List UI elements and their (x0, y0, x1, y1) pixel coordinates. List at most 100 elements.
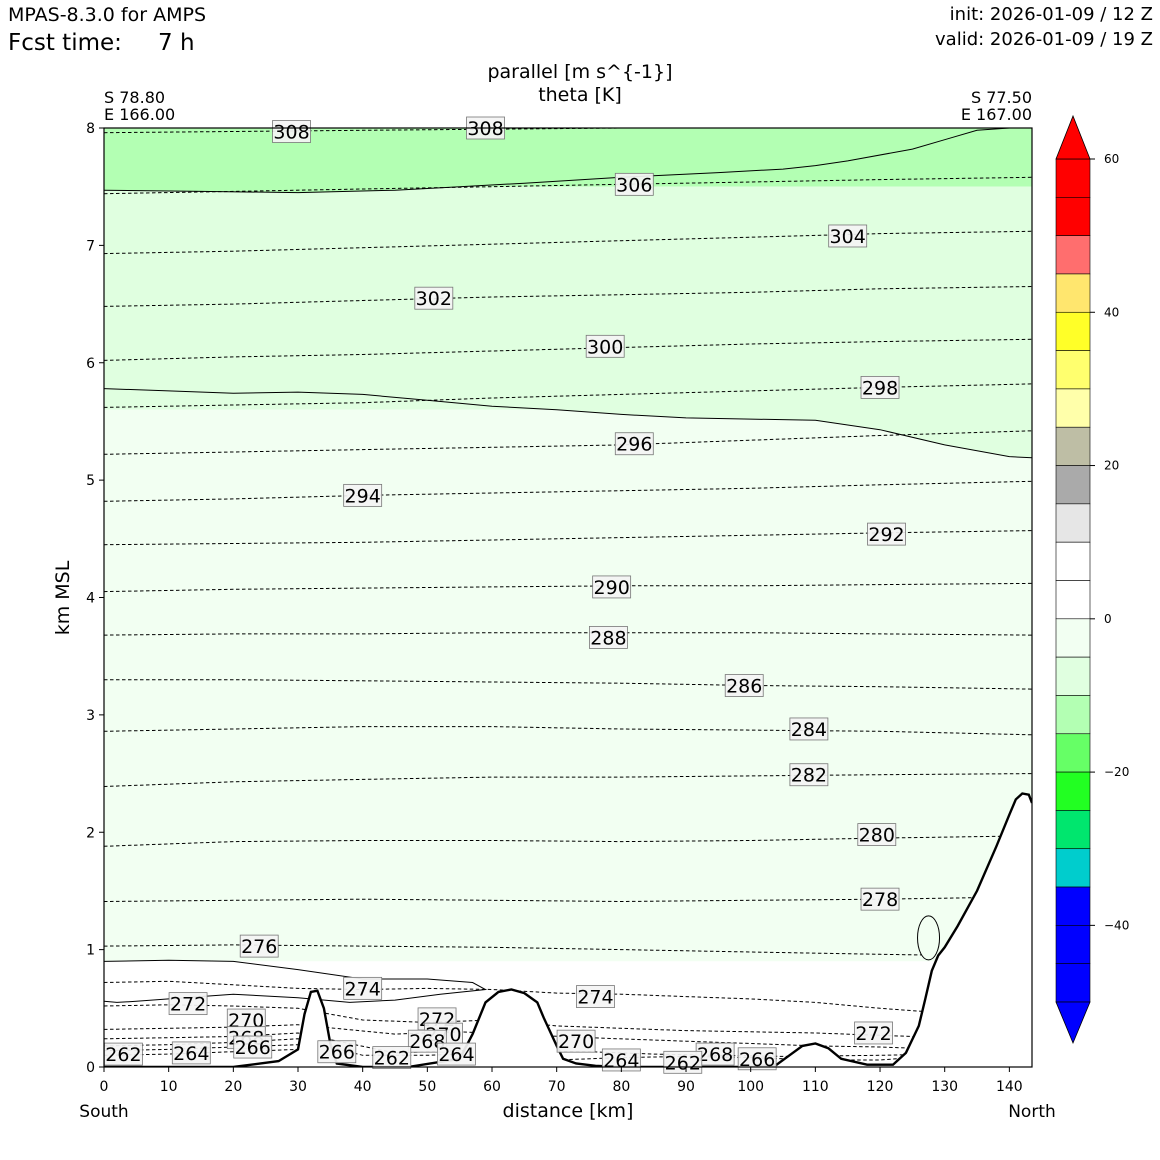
theta-contour-280 (104, 835, 1032, 847)
contour-label-text: 284 (791, 719, 827, 741)
contour-label-text: 296 (616, 434, 652, 456)
contour-label: 278 (860, 887, 900, 911)
x-tick-label: 10 (160, 1079, 178, 1095)
axes: 0 10 20 30 40 50 60 70 80 90 100 110 120 130 140 0 1 2 3 4 5… (86, 121, 1023, 1095)
contour-label-text: 274 (577, 987, 613, 1009)
x-tick-label: 90 (677, 1079, 695, 1095)
model-title: MPAS-8.3.0 for AMPS (8, 4, 207, 26)
contour-label-text: 282 (791, 765, 827, 787)
contour-label: 262 (372, 1046, 412, 1070)
x-tick-label: 110 (802, 1079, 829, 1095)
colorbar-tick-label: 0 (1104, 612, 1112, 626)
x-tick-label: 120 (867, 1079, 894, 1095)
forecast-time-value: 7 h (158, 30, 195, 56)
contour-label: 272 (168, 992, 208, 1016)
contour-label-text: 294 (345, 485, 381, 507)
colorbar-bin (1055, 963, 1091, 1003)
colorbar-bin (1055, 465, 1091, 505)
x-tick-label: 70 (548, 1079, 566, 1095)
theta-contour-288 (104, 632, 1032, 636)
start-lat: S 78.80 (104, 88, 165, 107)
y-tick-label: 6 (86, 356, 95, 372)
contour-label: 270 (556, 1029, 596, 1053)
contour-label: 284 (789, 717, 829, 741)
boundary-minus-5 (104, 959, 488, 1003)
contour-label: 264 (437, 1042, 476, 1066)
colorbar-bin (1055, 426, 1091, 466)
north-label: North (1008, 1102, 1056, 1122)
contour-label-text: 304 (830, 226, 866, 248)
contour-label: 308 (272, 120, 311, 144)
colorbar: 60 40 20 0 −20 −40 (1055, 114, 1129, 1045)
theta-contour-290 (104, 582, 1032, 593)
contour-label: 288 (589, 626, 628, 649)
colorbar-bin (1055, 350, 1091, 390)
x-axis-label: distance [km] (503, 1100, 634, 1122)
theta-contour-296 (104, 430, 1032, 455)
terrain-layer (104, 792, 1032, 1067)
wind-fill-region-low (104, 960, 486, 1003)
end-lon: E 167.00 (961, 105, 1032, 124)
theta-contour-302 (104, 286, 1032, 307)
contour-label: 262 (104, 1042, 143, 1066)
contour-label-text: 262 (374, 1048, 410, 1070)
contour-label: 268 (695, 1042, 735, 1066)
contour-label-text: 272 (170, 994, 206, 1016)
colorbar-bin (1055, 503, 1091, 543)
y-tick-label: 3 (86, 708, 95, 724)
end-lat: S 77.50 (971, 88, 1032, 107)
boundary-minus-10 (104, 388, 1032, 459)
colorbar-bin (1055, 235, 1091, 275)
south-label: South (79, 1102, 128, 1122)
contour-label: 286 (724, 674, 764, 698)
contour-label-text: 274 (345, 978, 381, 1000)
contour-label-text: 268 (697, 1044, 733, 1066)
theta-contour-306 (104, 176, 1032, 195)
contour-label: 296 (614, 432, 654, 456)
contour-label: 272 (854, 1021, 893, 1045)
contour-label: 292 (867, 522, 906, 546)
contour-label: 274 (343, 976, 383, 1000)
terrain-outline (104, 792, 1032, 1067)
contour-label-text: 262 (105, 1044, 141, 1066)
contour-label-text: 266 (319, 1042, 355, 1064)
colorbar-bin (1055, 925, 1091, 964)
colorbar-bin (1055, 771, 1091, 811)
wind-fill-region (104, 409, 1032, 962)
y-tick-label: 5 (86, 473, 95, 489)
contour-label-text: 266 (739, 1049, 775, 1071)
contour-label-text: 308 (467, 118, 503, 140)
valid-time: valid: 2026-01-09 / 19 Z (935, 29, 1153, 50)
y-tick-label: 1 (86, 943, 95, 959)
contour-label-text: 280 (859, 825, 895, 847)
contour-label-text: 264 (438, 1044, 474, 1066)
contour-label: 304 (828, 224, 868, 248)
contour-label-text: 278 (862, 889, 898, 911)
contour-label-text: 268 (409, 1031, 445, 1053)
colorbar-bin (1055, 695, 1091, 735)
contour-label: 266 (737, 1047, 777, 1071)
contour-label-text: 308 (273, 122, 309, 144)
contour-label-text: 288 (590, 627, 626, 649)
colorbar-bin (1055, 733, 1091, 773)
contour-label-text: 262 (665, 1052, 701, 1074)
x-tick-label: 60 (483, 1079, 501, 1095)
contour-label: 262 (663, 1050, 703, 1074)
x-tick-label: 50 (418, 1079, 436, 1095)
wind-fill-region-top (104, 128, 1032, 193)
theta-contour-284 (104, 726, 1032, 736)
contour-label-layer: 308 308 306 304 302 300 298 296 294 292 290 288 286 2… (104, 116, 906, 1074)
colorbar-bin (1055, 810, 1091, 850)
chart-subtitle: theta [K] (538, 84, 622, 106)
colorbar-bin (1055, 580, 1091, 620)
x-tick-label: 0 (100, 1079, 109, 1095)
terrain-fill (104, 793, 1032, 1067)
x-tick-label: 80 (612, 1079, 630, 1095)
colorbar-bin (1055, 656, 1091, 696)
colorbar-bin (1055, 197, 1091, 236)
contour-label: 294 (343, 483, 383, 507)
theta-contour-304 (104, 230, 1032, 255)
contour-label: 274 (576, 985, 615, 1009)
boundary-minus-15 (104, 128, 1032, 194)
